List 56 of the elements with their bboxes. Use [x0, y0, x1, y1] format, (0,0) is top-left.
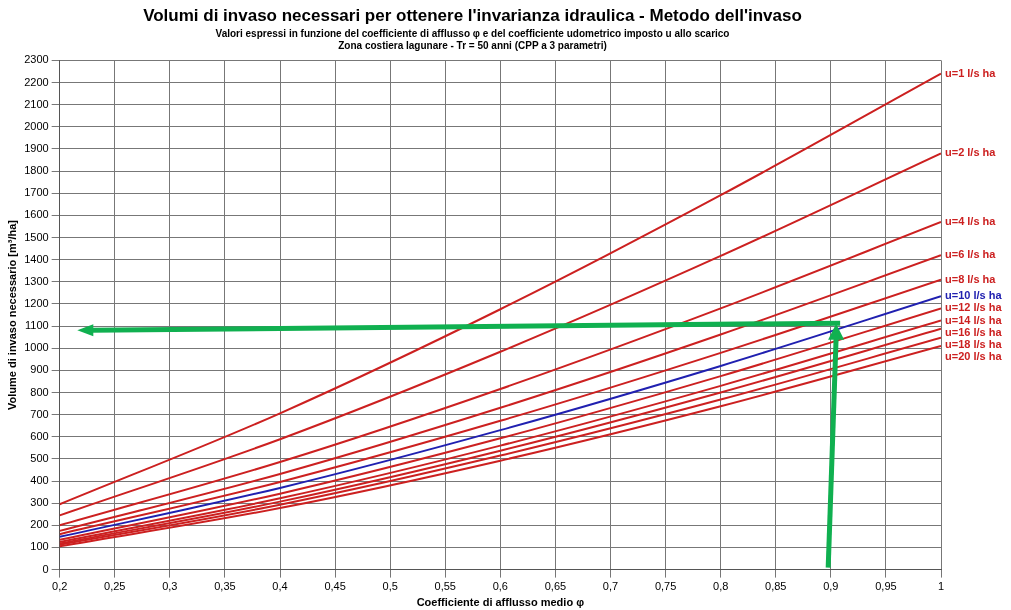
chart-subtitle: Valori espressi in funzione del coefficiente di afflusso φ e del coefficiente udometrico imposto u allo scarico Zona costiera lagunare - Tr = 50 anni (CPP a 3 parametri) — [215, 28, 730, 52]
x-tick-label: 0,9 — [823, 580, 839, 593]
x-tick-label: 0,55 — [434, 580, 456, 593]
y-tick-label: 2200 — [24, 75, 49, 88]
y-tick-label: 300 — [30, 496, 49, 509]
y-tick-label: 1000 — [24, 341, 49, 354]
y-tick-label: 200 — [30, 518, 49, 531]
y-tick-label: 2100 — [24, 97, 49, 110]
y-tick-label: 0 — [42, 562, 49, 575]
y-tick-label: 700 — [30, 407, 49, 420]
y-tick-label: 600 — [30, 429, 49, 442]
series-label: u=10 l/s ha — [945, 289, 1003, 302]
x-tick-label: 0,85 — [765, 580, 787, 593]
series-label: u=12 l/s ha — [945, 301, 1003, 314]
x-tick-label: 0,2 — [52, 580, 68, 593]
series-label: u=4 l/s ha — [945, 215, 997, 228]
y-tick-label: 2000 — [24, 119, 49, 132]
series-label: u=8 l/s ha — [945, 272, 997, 285]
x-tick-label: 1 — [937, 580, 945, 593]
series-label: u=14 l/s ha — [945, 313, 1003, 326]
x-tick-label: 0,5 — [382, 580, 398, 593]
x-axis-title: Coefficiente di afflusso medio φ — [416, 596, 585, 609]
series-label: u=1 l/s ha — [945, 66, 997, 79]
x-tick-label: 0,65 — [544, 580, 567, 593]
x-tick-label: 0,95 — [875, 580, 897, 593]
x-tick-label: 0,8 — [713, 580, 729, 593]
x-tick-label: 0,25 — [104, 580, 126, 593]
y-tick-label: 1800 — [24, 164, 49, 177]
y-tick-label: 1500 — [24, 230, 49, 243]
x-tick-label: 0,4 — [272, 580, 288, 593]
y-tick-label: 1100 — [25, 319, 49, 332]
y-tick-label: 1700 — [24, 186, 49, 199]
series-label: u=2 l/s ha — [945, 146, 997, 159]
y-tick-label: 1900 — [24, 141, 49, 154]
series-label: u=16 l/s ha — [945, 325, 1003, 338]
y-tick-label: 1600 — [24, 208, 49, 221]
x-tick-label: 0,75 — [654, 580, 677, 593]
x-tick-label: 0,3 — [162, 580, 178, 593]
y-tick-label: 1200 — [24, 296, 49, 309]
y-tick-label: 1300 — [24, 274, 49, 287]
x-tick-label: 0,7 — [602, 580, 619, 593]
y-axis-title: Volume di invaso necessario [m³/ha] — [5, 219, 18, 410]
x-tick-label: 0,35 — [214, 580, 236, 593]
y-tick-label: 900 — [30, 363, 49, 376]
y-tick-label: 800 — [30, 385, 49, 398]
series-label: u=6 l/s ha — [945, 248, 997, 261]
y-tick-label: 2300 — [24, 53, 49, 66]
y-tick-label: 500 — [30, 451, 49, 464]
y-tick-label: 400 — [30, 474, 49, 487]
x-tick-label: 0,6 — [492, 580, 508, 593]
series-label: u=18 l/s ha — [945, 337, 1003, 350]
y-tick-label: 1400 — [24, 252, 49, 265]
series-label: u=20 l/s ha — [945, 349, 1003, 362]
x-tick-label: 0,45 — [324, 580, 346, 593]
chart-title: Volumi di invaso necessari per ottenere l'invarianza idraulica - Metodo dell'invaso — [143, 5, 802, 25]
y-tick-label: 100 — [30, 540, 49, 553]
